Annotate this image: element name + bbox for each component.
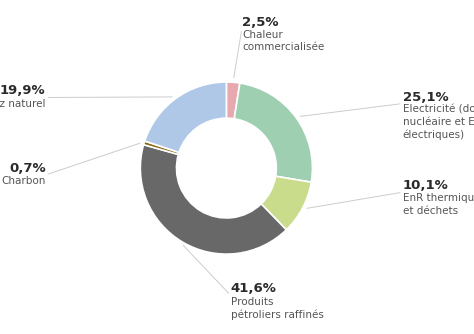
Text: Charbon: Charbon	[1, 176, 46, 186]
Text: Gaz naturel: Gaz naturel	[0, 99, 46, 109]
Wedge shape	[144, 141, 179, 155]
Text: 25,1%: 25,1%	[403, 91, 448, 104]
Wedge shape	[227, 82, 240, 119]
Text: 10,1%: 10,1%	[403, 179, 448, 192]
Text: Produits
pétroliers raffinés: Produits pétroliers raffinés	[231, 297, 324, 320]
Wedge shape	[140, 145, 286, 254]
Wedge shape	[261, 176, 311, 230]
Text: EnR thermiques
et déchets: EnR thermiques et déchets	[403, 193, 474, 216]
Text: 41,6%: 41,6%	[231, 283, 276, 295]
Text: 19,9%: 19,9%	[0, 85, 46, 98]
Wedge shape	[145, 82, 227, 152]
Text: Chaleur
commercialisée: Chaleur commercialisée	[242, 30, 324, 52]
Text: Electricité (dont
nucléaire et EnR
électriques): Electricité (dont nucléaire et EnR élect…	[403, 105, 474, 140]
Wedge shape	[234, 83, 312, 182]
Text: 0,7%: 0,7%	[9, 162, 46, 175]
Text: 2,5%: 2,5%	[242, 16, 278, 29]
